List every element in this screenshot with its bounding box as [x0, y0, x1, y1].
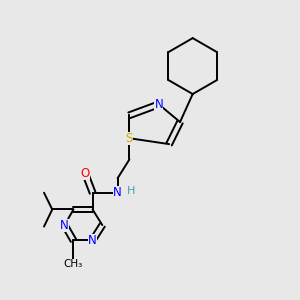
Text: CH₃: CH₃: [64, 259, 83, 269]
Text: N: N: [113, 186, 122, 199]
Text: N: N: [60, 219, 69, 232]
Text: S: S: [126, 132, 133, 145]
Text: N: N: [154, 98, 163, 111]
Text: H: H: [127, 186, 135, 196]
Text: N: N: [88, 234, 97, 247]
Text: O: O: [81, 167, 90, 180]
